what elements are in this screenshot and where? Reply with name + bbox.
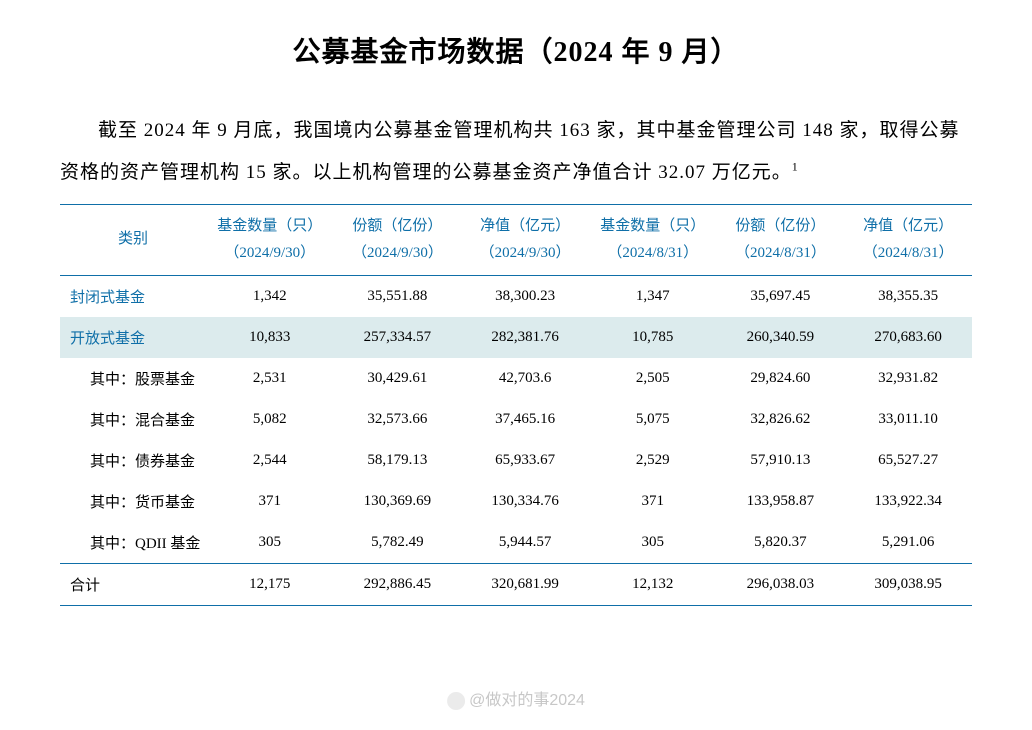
cell-value: 32,826.62 — [717, 399, 845, 440]
table-row: 其中：混合基金5,08232,573.6637,465.165,07532,82… — [60, 399, 972, 440]
cell-value: 33,011.10 — [844, 399, 972, 440]
cell-value: 5,782.49 — [334, 522, 462, 564]
table-row: 开放式基金10,833257,334.57282,381.7610,785260… — [60, 317, 972, 358]
cell-value: 130,334.76 — [461, 481, 589, 522]
cell-value: 5,820.37 — [717, 522, 845, 564]
header-label: 净值（亿元） — [480, 218, 570, 234]
cell-value: 1,347 — [589, 275, 717, 317]
table-row: 其中：股票基金2,53130,429.6142,703.62,50529,824… — [60, 358, 972, 399]
header-sublabel: （2024/8/31） — [863, 245, 954, 261]
page-title: 公募基金市场数据（2024 年 9 月） — [60, 30, 972, 70]
cell-value: 5,944.57 — [461, 522, 589, 564]
cell-value: 38,300.23 — [461, 275, 589, 317]
header-label: 份额（亿份） — [352, 218, 442, 234]
cell-value: 5,075 — [589, 399, 717, 440]
row-label: 开放式基金 — [60, 317, 206, 358]
weibo-icon — [447, 692, 465, 710]
cell-value: 133,922.34 — [844, 481, 972, 522]
cell-value: 292,886.45 — [334, 563, 462, 605]
cell-value: 2,531 — [206, 358, 334, 399]
cell-value: 2,529 — [589, 440, 717, 481]
footnote-marker: 1 — [792, 159, 799, 173]
cell-value: 371 — [589, 481, 717, 522]
row-label: 其中：QDII 基金 — [60, 522, 206, 564]
header-sublabel: （2024/9/30） — [224, 245, 315, 261]
cell-value: 32,931.82 — [844, 358, 972, 399]
cell-value: 1,342 — [206, 275, 334, 317]
intro-paragraph: 截至 2024 年 9 月底，我国境内公募基金管理机构共 163 家，其中基金管… — [60, 110, 972, 194]
cell-value: 5,291.06 — [844, 522, 972, 564]
cell-value: 133,958.87 — [717, 481, 845, 522]
cell-value: 305 — [206, 522, 334, 564]
cell-value: 12,175 — [206, 563, 334, 605]
row-label: 其中：股票基金 — [60, 358, 206, 399]
cell-value: 305 — [589, 522, 717, 564]
cell-value: 30,429.61 — [334, 358, 462, 399]
cell-value: 12,132 — [589, 563, 717, 605]
header-label: 类别 — [118, 231, 148, 247]
cell-value: 35,697.45 — [717, 275, 845, 317]
row-label: 其中：债券基金 — [60, 440, 206, 481]
col-header-nav-aug: 净值（亿元） （2024/8/31） — [844, 204, 972, 275]
header-sublabel: （2024/8/31） — [607, 245, 698, 261]
cell-value: 282,381.76 — [461, 317, 589, 358]
cell-value: 42,703.6 — [461, 358, 589, 399]
header-sublabel: （2024/9/30） — [480, 245, 571, 261]
cell-value: 32,573.66 — [334, 399, 462, 440]
cell-value: 2,544 — [206, 440, 334, 481]
col-header-share-aug: 份额（亿份） （2024/8/31） — [717, 204, 845, 275]
table-row: 其中：债券基金2,54458,179.1365,933.672,52957,91… — [60, 440, 972, 481]
cell-value: 257,334.57 — [334, 317, 462, 358]
cell-value: 309,038.95 — [844, 563, 972, 605]
cell-value: 130,369.69 — [334, 481, 462, 522]
cell-value: 37,465.16 — [461, 399, 589, 440]
table-row: 其中：货币基金371130,369.69130,334.76371133,958… — [60, 481, 972, 522]
col-header-share-sep: 份额（亿份） （2024/9/30） — [334, 204, 462, 275]
row-label: 其中：货币基金 — [60, 481, 206, 522]
table-row: 封闭式基金1,34235,551.8838,300.231,34735,697.… — [60, 275, 972, 317]
row-label: 封闭式基金 — [60, 275, 206, 317]
cell-value: 10,785 — [589, 317, 717, 358]
table-row: 合计12,175292,886.45320,681.9912,132296,03… — [60, 563, 972, 605]
watermark-text: @做对的事2024 — [469, 692, 585, 709]
intro-text: 截至 2024 年 9 月底，我国境内公募基金管理机构共 163 家，其中基金管… — [60, 120, 960, 183]
col-header-category: 类别 — [60, 204, 206, 275]
cell-value: 320,681.99 — [461, 563, 589, 605]
cell-value: 260,340.59 — [717, 317, 845, 358]
fund-data-table: 类别 基金数量（只） （2024/9/30） 份额（亿份） （2024/9/30… — [60, 204, 972, 606]
cell-value: 29,824.60 — [717, 358, 845, 399]
cell-value: 35,551.88 — [334, 275, 462, 317]
cell-value: 58,179.13 — [334, 440, 462, 481]
table-row: 其中：QDII 基金3055,782.495,944.573055,820.37… — [60, 522, 972, 564]
watermark: @做对的事2024 — [447, 686, 585, 710]
header-label: 净值（亿元） — [863, 218, 953, 234]
cell-value: 57,910.13 — [717, 440, 845, 481]
row-label: 其中：混合基金 — [60, 399, 206, 440]
cell-value: 38,355.35 — [844, 275, 972, 317]
row-label: 合计 — [60, 563, 206, 605]
header-sublabel: （2024/9/30） — [352, 245, 443, 261]
cell-value: 65,527.27 — [844, 440, 972, 481]
col-header-count-sep: 基金数量（只） （2024/9/30） — [206, 204, 334, 275]
cell-value: 5,082 — [206, 399, 334, 440]
col-header-nav-sep: 净值（亿元） （2024/9/30） — [461, 204, 589, 275]
header-label: 基金数量（只） — [600, 218, 705, 234]
header-label: 份额（亿份） — [735, 218, 825, 234]
cell-value: 2,505 — [589, 358, 717, 399]
col-header-count-aug: 基金数量（只） （2024/8/31） — [589, 204, 717, 275]
cell-value: 270,683.60 — [844, 317, 972, 358]
cell-value: 10,833 — [206, 317, 334, 358]
cell-value: 296,038.03 — [717, 563, 845, 605]
header-sublabel: （2024/8/31） — [735, 245, 826, 261]
cell-value: 65,933.67 — [461, 440, 589, 481]
table-header-row: 类别 基金数量（只） （2024/9/30） 份额（亿份） （2024/9/30… — [60, 204, 972, 275]
table-body: 封闭式基金1,34235,551.8838,300.231,34735,697.… — [60, 275, 972, 605]
header-label: 基金数量（只） — [217, 218, 322, 234]
cell-value: 371 — [206, 481, 334, 522]
